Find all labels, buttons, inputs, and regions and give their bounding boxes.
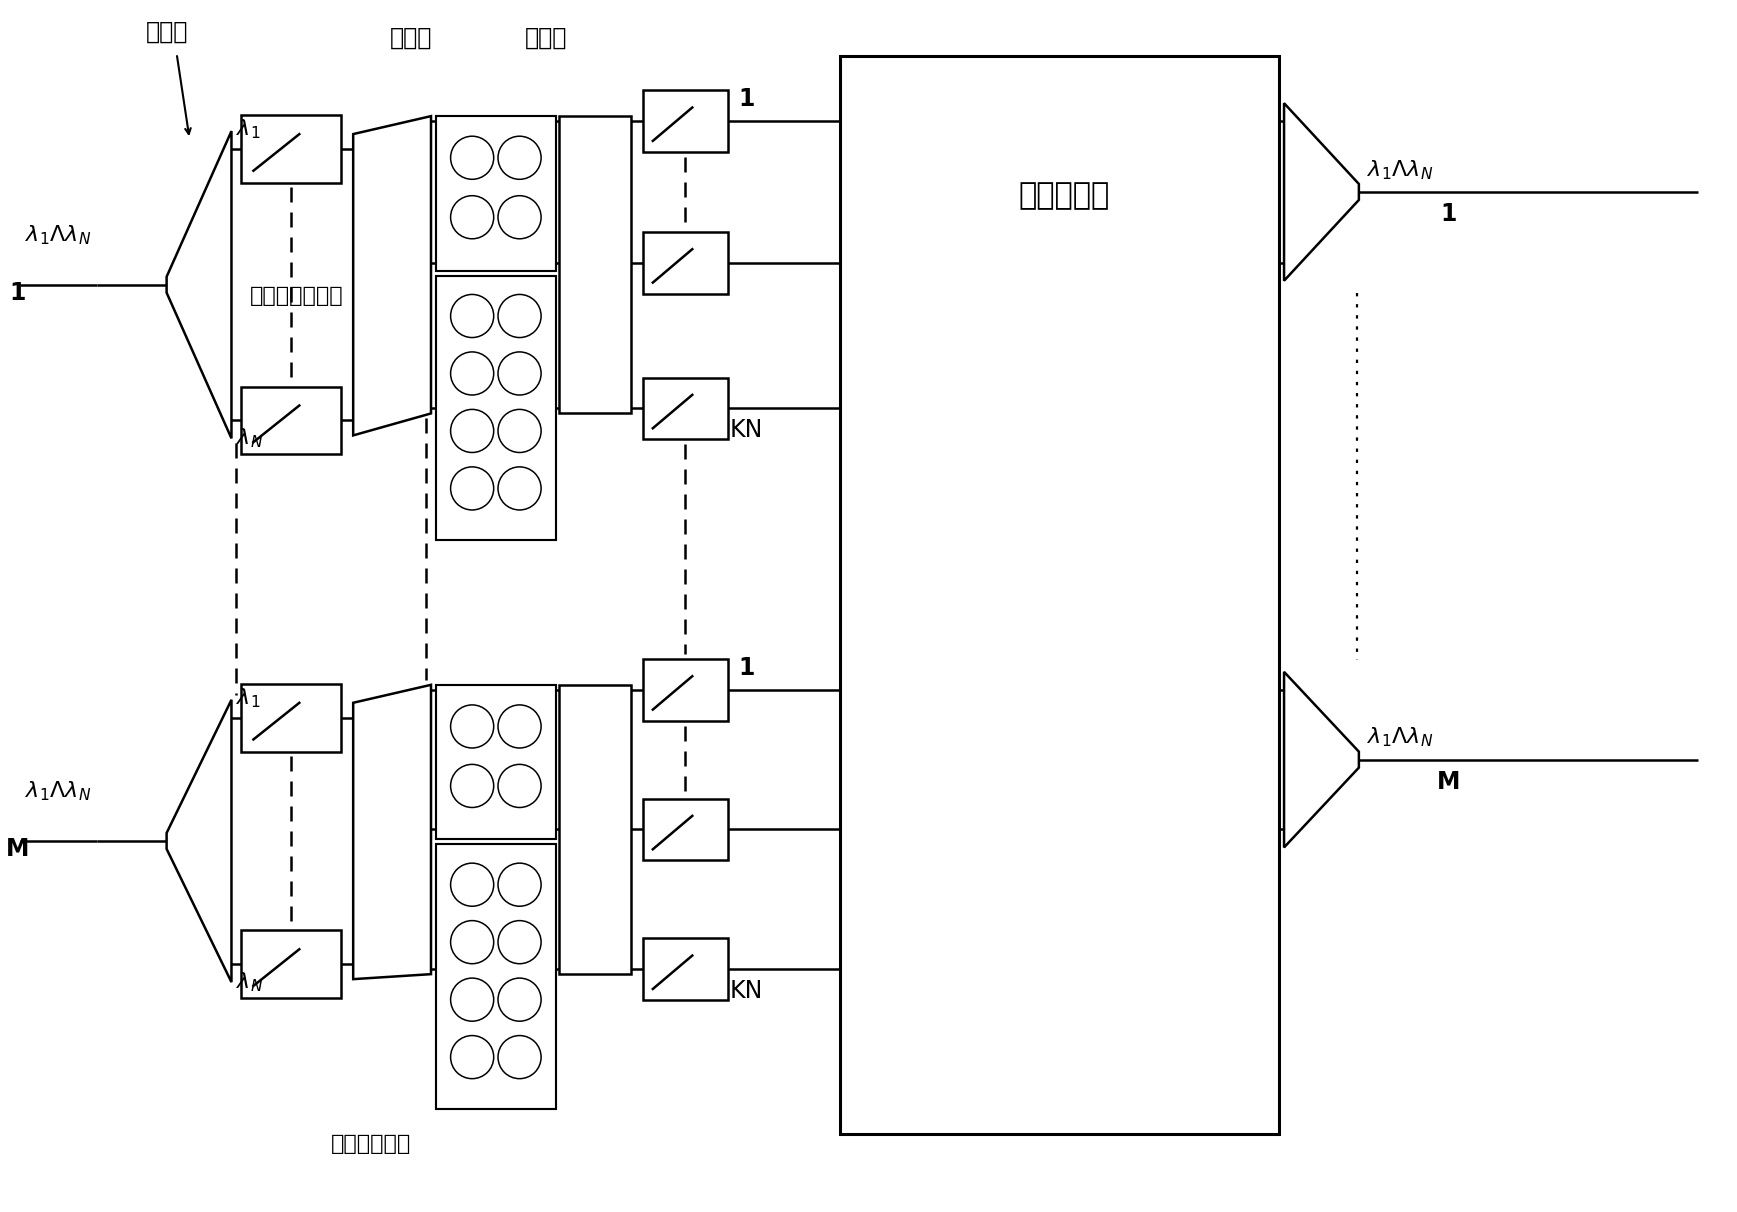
Circle shape: [450, 410, 493, 452]
Text: 1: 1: [738, 656, 754, 680]
Polygon shape: [1284, 103, 1358, 281]
Circle shape: [499, 195, 542, 239]
Text: 1: 1: [10, 281, 26, 304]
Text: $\lambda_1\Lambda\lambda_N$: $\lambda_1\Lambda\lambda_N$: [1367, 159, 1433, 182]
Text: 分波器: 分波器: [389, 25, 433, 50]
Circle shape: [450, 705, 493, 748]
Text: 分波器: 分波器: [146, 19, 188, 44]
Text: KN: KN: [730, 418, 763, 442]
Circle shape: [499, 765, 542, 807]
Circle shape: [499, 136, 542, 179]
Text: 1: 1: [1440, 202, 1457, 225]
Text: 合波器: 合波器: [525, 25, 566, 50]
Bar: [643, 231, 728, 293]
Circle shape: [450, 351, 493, 395]
Circle shape: [499, 921, 542, 964]
Polygon shape: [167, 131, 231, 439]
Bar: [841, 56, 1278, 1133]
Circle shape: [499, 705, 542, 748]
Text: 光开关矩阵: 光开关矩阵: [1020, 182, 1110, 211]
Circle shape: [450, 467, 493, 510]
Polygon shape: [559, 685, 631, 974]
Bar: [643, 659, 728, 721]
Text: KN: KN: [730, 979, 763, 1004]
Text: ：光纤延时线: ：光纤延时线: [332, 1133, 412, 1154]
Polygon shape: [297, 95, 327, 124]
Text: $\lambda_1$: $\lambda_1$: [236, 686, 261, 709]
Text: M: M: [7, 837, 30, 861]
Circle shape: [450, 863, 493, 907]
Polygon shape: [353, 685, 431, 979]
Circle shape: [499, 351, 542, 395]
Text: $\lambda_1\Lambda\lambda_N$: $\lambda_1\Lambda\lambda_N$: [24, 779, 90, 802]
Bar: [643, 377, 728, 440]
Bar: [436, 685, 556, 840]
Polygon shape: [167, 699, 231, 982]
Text: 可调波长变换器: 可调波长变换器: [250, 286, 344, 305]
Bar: [643, 90, 728, 152]
Circle shape: [499, 978, 542, 1022]
Text: $\lambda_N$: $\lambda_N$: [236, 971, 264, 994]
Circle shape: [450, 765, 493, 807]
Polygon shape: [690, 640, 716, 667]
Polygon shape: [690, 781, 716, 806]
Bar: [436, 845, 556, 1109]
Bar: [436, 116, 556, 270]
Bar: [241, 115, 340, 183]
Circle shape: [499, 1035, 542, 1079]
Circle shape: [499, 467, 542, 510]
Bar: [436, 276, 556, 541]
Polygon shape: [690, 72, 716, 98]
Text: $\lambda_1\Lambda\lambda_N$: $\lambda_1\Lambda\lambda_N$: [1367, 726, 1433, 749]
Circle shape: [450, 136, 493, 179]
Bar: [643, 938, 728, 1000]
Bar: [241, 684, 340, 751]
Circle shape: [450, 1035, 493, 1079]
Polygon shape: [690, 359, 716, 385]
Polygon shape: [690, 920, 716, 945]
Bar: [241, 387, 340, 454]
Polygon shape: [559, 116, 631, 413]
Polygon shape: [297, 663, 327, 692]
Circle shape: [450, 295, 493, 338]
Circle shape: [450, 921, 493, 964]
Polygon shape: [690, 213, 716, 239]
Circle shape: [499, 410, 542, 452]
Text: 1: 1: [738, 87, 754, 112]
Polygon shape: [353, 116, 431, 435]
Text: $\lambda_1\Lambda\lambda_N$: $\lambda_1\Lambda\lambda_N$: [24, 223, 90, 247]
Text: $\lambda_1$: $\lambda_1$: [236, 118, 261, 141]
Polygon shape: [297, 910, 327, 938]
Text: $\lambda_N$: $\lambda_N$: [236, 427, 264, 450]
Circle shape: [450, 195, 493, 239]
Text: M: M: [1436, 770, 1461, 794]
Circle shape: [499, 863, 542, 907]
Polygon shape: [297, 366, 327, 395]
Bar: [643, 799, 728, 861]
Polygon shape: [1284, 671, 1358, 847]
Circle shape: [450, 978, 493, 1022]
Bar: [241, 931, 340, 999]
Circle shape: [499, 295, 542, 338]
